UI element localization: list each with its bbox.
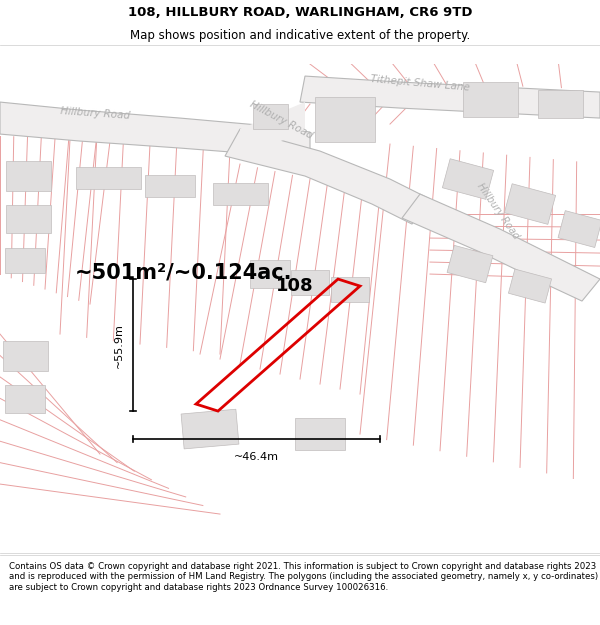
Polygon shape <box>463 81 517 116</box>
Polygon shape <box>212 183 268 205</box>
Polygon shape <box>315 96 375 141</box>
Polygon shape <box>5 248 45 272</box>
Polygon shape <box>2 341 47 371</box>
Polygon shape <box>181 409 239 449</box>
Polygon shape <box>240 102 305 156</box>
Text: ~501m²/~0.124ac.: ~501m²/~0.124ac. <box>75 262 293 282</box>
Text: ~55.9m: ~55.9m <box>114 322 124 368</box>
Text: Tithepit Shaw Lane: Tithepit Shaw Lane <box>370 74 470 93</box>
Polygon shape <box>76 167 140 189</box>
Text: Hillbury Road: Hillbury Road <box>248 99 314 141</box>
Polygon shape <box>508 269 551 303</box>
Polygon shape <box>331 276 369 301</box>
Polygon shape <box>225 129 430 224</box>
Polygon shape <box>253 104 287 129</box>
Text: ~46.4m: ~46.4m <box>234 452 279 462</box>
Polygon shape <box>442 159 494 199</box>
Text: Contains OS data © Crown copyright and database right 2021. This information is : Contains OS data © Crown copyright and d… <box>9 562 598 591</box>
Polygon shape <box>505 184 556 224</box>
Text: Hillbury Road: Hillbury Road <box>475 181 521 241</box>
Polygon shape <box>5 205 50 233</box>
Text: 108, HILLBURY ROAD, WARLINGHAM, CR6 9TD: 108, HILLBURY ROAD, WARLINGHAM, CR6 9TD <box>128 6 472 19</box>
Polygon shape <box>295 418 345 450</box>
Text: Hillbury Road: Hillbury Road <box>60 106 130 121</box>
Polygon shape <box>145 175 195 197</box>
Polygon shape <box>538 90 583 118</box>
Polygon shape <box>0 102 310 160</box>
Polygon shape <box>558 211 600 248</box>
Polygon shape <box>300 76 600 118</box>
Polygon shape <box>5 385 45 413</box>
Text: Map shows position and indicative extent of the property.: Map shows position and indicative extent… <box>130 29 470 42</box>
Polygon shape <box>5 161 50 191</box>
Polygon shape <box>402 194 600 301</box>
Polygon shape <box>291 269 329 294</box>
Text: 108: 108 <box>276 277 314 295</box>
Polygon shape <box>447 246 493 282</box>
Polygon shape <box>250 260 290 288</box>
